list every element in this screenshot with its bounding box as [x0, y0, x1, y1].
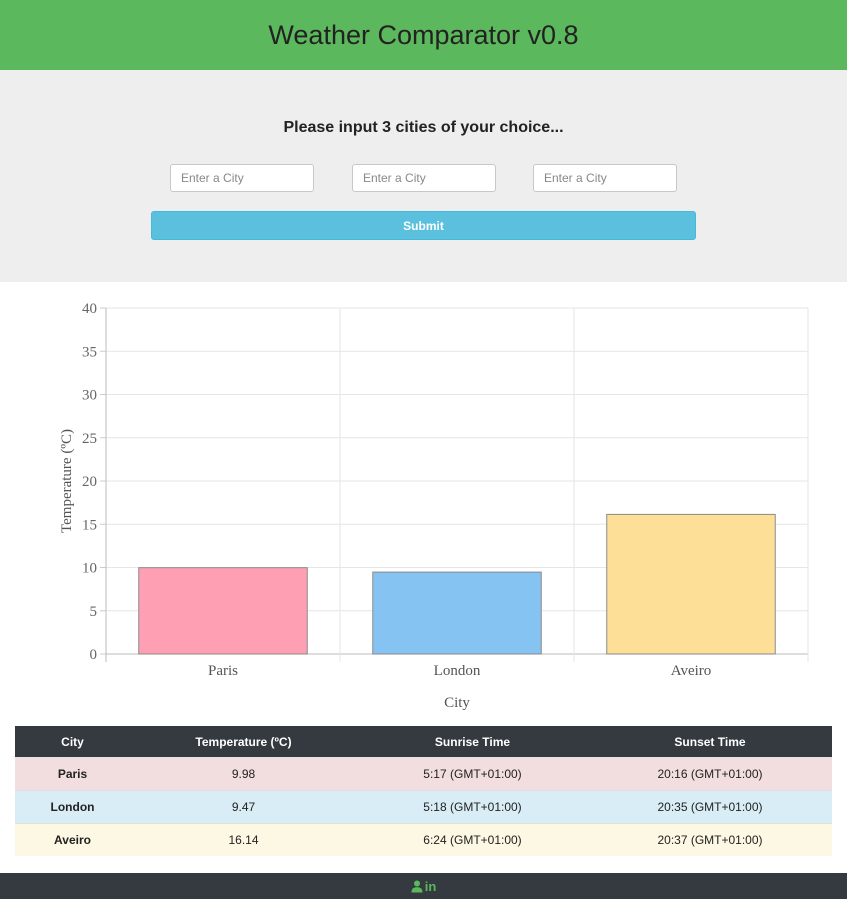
y-tick-label: 5 — [90, 604, 98, 620]
col-header-sunrise: Sunrise Time — [357, 726, 588, 758]
cell-city: London — [15, 790, 130, 824]
col-header-city: City — [15, 726, 130, 758]
cell-city: Aveiro — [15, 823, 130, 856]
form-prompt: Please input 3 cities of your choice... — [283, 119, 564, 136]
table-row: Aveiro 16.14 6:24 (GMT+01:00) 20:37 (GMT… — [15, 823, 832, 856]
col-header-temperature: Temperature (ºC) — [130, 726, 357, 758]
y-tick-label: 0 — [90, 647, 98, 663]
app-header: Weather Comparator v0.8 — [0, 0, 847, 70]
y-tick-label: 15 — [82, 517, 97, 533]
cell-sunset: 20:35 (GMT+01:00) — [588, 790, 832, 824]
cell-city: Paris — [15, 757, 130, 791]
results-table: City Temperature (ºC) Sunrise Time Sunse… — [15, 726, 832, 856]
city-form: Please input 3 cities of your choice... … — [0, 70, 847, 282]
y-tick-label: 10 — [82, 561, 97, 577]
cell-sunrise: 5:17 (GMT+01:00) — [357, 757, 588, 791]
city-input-2[interactable] — [352, 164, 496, 192]
cell-temperature: 16.14 — [130, 823, 357, 856]
table-header-row: City Temperature (ºC) Sunrise Time Sunse… — [15, 726, 832, 758]
x-tick-label: Aveiro — [671, 663, 712, 679]
city-input-1[interactable] — [170, 164, 314, 192]
table-row: Paris 9.98 5:17 (GMT+01:00) 20:16 (GMT+0… — [15, 757, 832, 791]
y-axis-title: Temperature (ºC) — [59, 429, 75, 533]
cell-sunrise: 5:18 (GMT+01:00) — [357, 790, 588, 824]
user-icon — [411, 880, 423, 892]
temperature-chart: 0 5 10 15 20 25 30 35 40 Paris London Aveiro City Tem… — [0, 290, 847, 720]
x-tick-label: Paris — [208, 663, 238, 679]
cell-sunset: 20:37 (GMT+01:00) — [588, 823, 832, 856]
x-axis-title: City — [444, 695, 470, 711]
page-footer: in — [0, 873, 847, 899]
y-tick-label: 40 — [82, 301, 97, 317]
cell-temperature: 9.98 — [130, 757, 357, 791]
submit-button[interactable]: Submit — [151, 211, 696, 240]
cell-sunrise: 6:24 (GMT+01:00) — [357, 823, 588, 856]
app-title: Weather Comparator v0.8 — [268, 19, 579, 50]
col-header-sunset: Sunset Time — [588, 726, 832, 758]
bar-london — [372, 571, 542, 655]
city-input-3[interactable] — [533, 164, 677, 192]
cell-sunset: 20:16 (GMT+01:00) — [588, 757, 832, 791]
bar-aveiro — [606, 513, 776, 655]
y-tick-label: 30 — [82, 388, 97, 404]
y-tick-label: 25 — [82, 431, 97, 447]
x-tick-label: London — [434, 663, 481, 679]
y-tick-label: 20 — [82, 474, 97, 490]
linkedin-link[interactable]: in — [411, 878, 437, 894]
y-tick-label: 35 — [82, 344, 97, 360]
bar-paris — [138, 567, 308, 655]
table-row: London 9.47 5:18 (GMT+01:00) 20:35 (GMT+… — [15, 790, 832, 824]
linkedin-icon: in — [424, 878, 437, 894]
chart-svg: 0 5 10 15 20 25 30 35 40 Paris London Aveiro City Tem… — [59, 301, 809, 711]
cell-temperature: 9.47 — [130, 790, 357, 824]
